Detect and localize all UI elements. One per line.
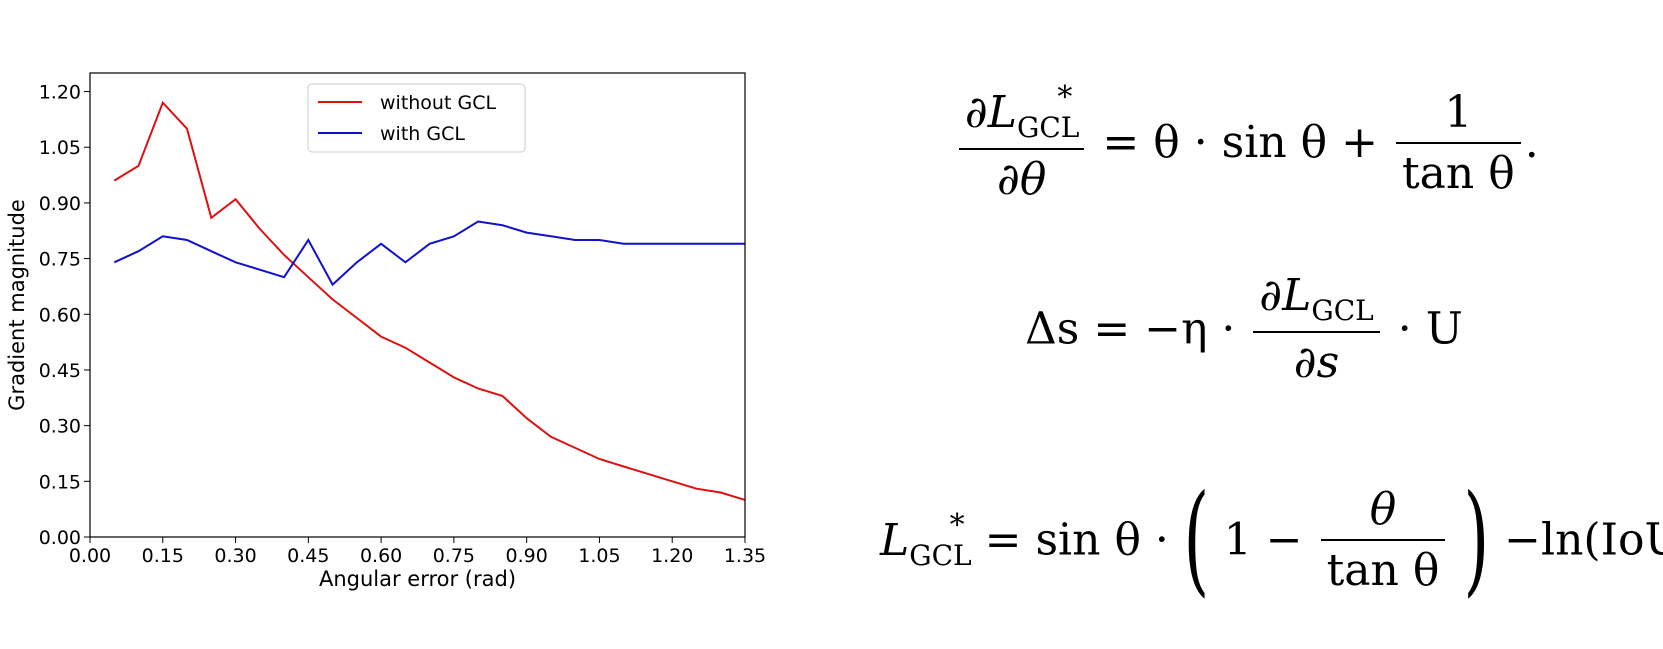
equation-rhs-part: = sin θ · [984, 514, 1169, 566]
log-iou-term: −ln(IoU) [1504, 514, 1663, 566]
fraction-numerator: θ [1320, 484, 1446, 541]
fraction-denominator: tan θ [1326, 545, 1440, 596]
equation-gradient-theta: ∂LGCL* ∂θ = θ · sin θ + 1 tan θ . [955, 80, 1539, 205]
loss-symbol: L [1282, 270, 1312, 321]
fraction-one-over-tan: 1 tan θ [1396, 87, 1521, 199]
series-line-2 [113, 220, 745, 287]
equation-update-rule: Δs = −η · ∂LGCL ∂s · U [1025, 270, 1463, 388]
y-tick-label: 0.90 [39, 193, 81, 215]
fraction-denominator: tan θ [1402, 147, 1515, 199]
loss-symbol: L [987, 87, 1017, 138]
y-axis-label: Gradient magnitude [5, 199, 29, 411]
x-tick-label: 0.60 [360, 545, 402, 567]
equation-lhs: Δs = −η · [1025, 303, 1236, 355]
series-line-1 [113, 100, 746, 501]
x-tick-label: 1.05 [578, 545, 620, 567]
y-tick-label: 0.15 [39, 471, 81, 493]
star-superscript: * [1057, 80, 1073, 115]
equation-lhs: LGCL* [880, 508, 972, 572]
y-tick-label: 0.00 [39, 527, 81, 549]
fraction-denominator: ∂s [1293, 337, 1340, 388]
x-tick-label: 0.75 [433, 545, 475, 567]
fraction-theta-over-tan: θ tan θ [1320, 484, 1446, 596]
one-minus: 1 − [1223, 514, 1303, 566]
equation-rhs: · U [1397, 303, 1463, 355]
left-paren: ( [1183, 470, 1210, 609]
plot-frame [89, 72, 746, 538]
partial-symbol: ∂ [965, 87, 988, 138]
x-tick-label: 0.45 [287, 545, 329, 567]
gcl-subscript: GCL [1311, 294, 1374, 327]
x-tick-label: 0.30 [214, 545, 256, 567]
x-tick-label: 1.35 [724, 545, 766, 567]
y-tick-label: 1.05 [39, 137, 81, 159]
x-tick-label: 1.20 [651, 545, 693, 567]
x-axis-label: Angular error (rad) [319, 567, 516, 591]
fraction-numerator: 1 [1396, 87, 1521, 144]
legend-box [307, 83, 526, 153]
equation-gcl-loss: LGCL* = sin θ · ( 1 − θ tan θ ) −ln(IoU) [880, 480, 1663, 600]
y-tick-label: 1.20 [39, 82, 81, 104]
fraction-numerator: ∂LGCL* [959, 80, 1085, 150]
y-tick-label: 0.75 [39, 249, 81, 271]
equation-period: . [1524, 117, 1539, 168]
star-superscript: * [949, 508, 965, 543]
y-tick-label: 0.45 [39, 360, 81, 382]
fraction-dl-dtheta: ∂LGCL* ∂θ [959, 80, 1085, 205]
legend-label-1: without GCL [380, 92, 496, 114]
x-tick-label: 0.00 [69, 545, 111, 567]
gradient-chart: 0.00 0.15 0.30 0.45 0.60 0.75 0.90 1.05 1.20 1.35… [5, 72, 766, 591]
y-tick-label: 0.30 [39, 416, 81, 438]
fraction-dl-ds: ∂LGCL ∂s [1253, 270, 1380, 388]
legend-label-2: with GCL [380, 123, 465, 145]
gcl-subscript: GCL [1016, 111, 1080, 144]
x-tick-label: 0.15 [142, 545, 184, 567]
loss-symbol: L [880, 515, 910, 566]
right-paren: ) [1463, 470, 1490, 609]
y-tick-label: 0.60 [39, 304, 81, 326]
gcl-subscript: GCL [909, 539, 972, 572]
partial-symbol: ∂ [1259, 270, 1283, 321]
x-tick-label: 0.90 [506, 545, 548, 567]
equation-rhs-part: = θ · sin θ + [1102, 117, 1378, 168]
fraction-numerator: ∂LGCL [1253, 270, 1380, 333]
fraction-denominator: ∂θ [997, 154, 1047, 205]
